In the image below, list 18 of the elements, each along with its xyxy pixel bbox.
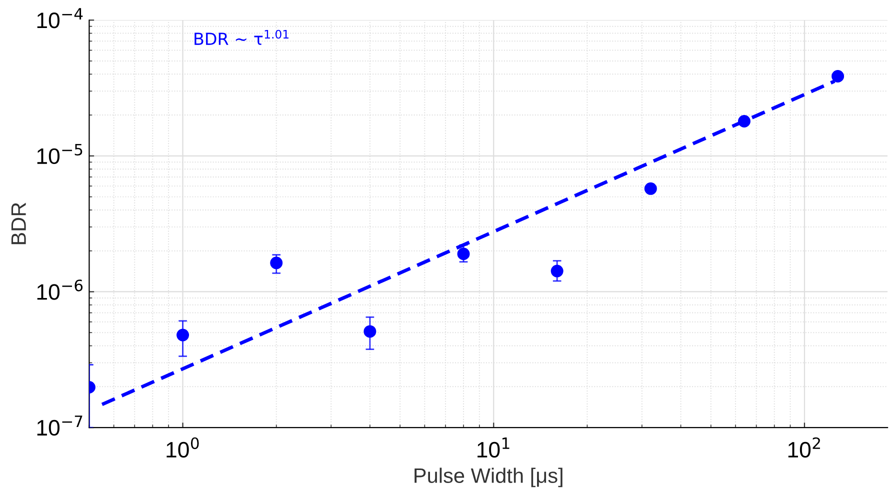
annotation: BDR ∼ τ$^{1.01}$ (194, 30, 288, 45)
x-tick-label: 10$^{1}$ (478, 438, 510, 458)
x-tick-label: 10$^{2}$ (788, 437, 820, 458)
point (738, 115, 750, 128)
y-tick-label: 10$^{−5}$ (37, 144, 82, 164)
x-axis-title: Pulse Width [μs] (414, 468, 562, 488)
point (644, 182, 657, 195)
x-tick-label: 10$^{0}$ (166, 437, 199, 458)
point (550, 264, 564, 278)
y-tick-label: 10$^{−7}$ (37, 416, 82, 436)
point (364, 325, 376, 338)
y-tick-label: 10$^{−6}$ (37, 280, 83, 300)
point (176, 328, 190, 342)
point (457, 248, 470, 260)
y-axis-title: BDR (11, 202, 26, 244)
point (832, 70, 844, 83)
y-tick-label: 10$^{−4}$ (37, 8, 83, 28)
point (270, 256, 283, 270)
